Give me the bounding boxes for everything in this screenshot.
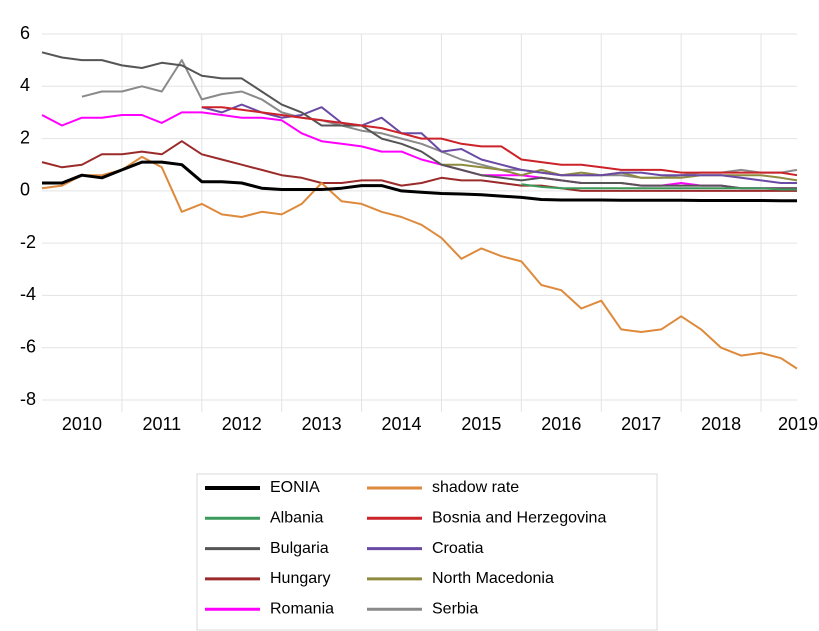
legend-label: Hungary: [270, 570, 330, 587]
legend-label: North Macedonia: [432, 570, 554, 587]
y-tick-label: 4: [20, 75, 30, 95]
series-line: [41, 51, 797, 190]
x-tick-label: 2016: [541, 414, 581, 434]
legend-label: Serbia: [432, 600, 478, 617]
legend: EONIA shadow rate Albania Bosnia and Herzeg…: [205, 479, 606, 617]
series-line: [41, 140, 797, 192]
series-line: [81, 59, 798, 179]
plot-lines: [41, 51, 798, 370]
axes: -8 -6 -4 -2 0 2 4 6 2010 2011 2012 2013 2014 2015 2016…: [20, 23, 818, 434]
x-tick-label: 2017: [621, 414, 661, 434]
x-tick-label: 2015: [461, 414, 501, 434]
legend-label: Croatia: [432, 540, 484, 557]
x-tick-label: 2013: [302, 414, 342, 434]
legend-label: Bulgaria: [270, 540, 329, 557]
legend-label: Bosnia and Herzegovina: [432, 510, 606, 527]
y-tick-label: -8: [20, 389, 36, 409]
legend-label: EONIA: [270, 479, 320, 496]
x-tick-label: 2019: [778, 414, 818, 434]
x-tick-label: 2010: [62, 414, 102, 434]
x-tick-label: 2012: [222, 414, 262, 434]
y-tick-label: 2: [20, 127, 30, 147]
legend-label: shadow rate: [432, 479, 519, 496]
legend-box: [196, 473, 658, 631]
series-line: [42, 160, 797, 203]
legend-label: Albania: [270, 510, 323, 527]
x-tick-label: 2018: [701, 414, 741, 434]
y-tick-label: -6: [20, 336, 36, 356]
legend-label: Romania: [270, 600, 334, 617]
x-tick-label: 2011: [142, 414, 181, 434]
series-line: [201, 106, 798, 177]
x-tick-label: 2014: [382, 414, 422, 434]
series-line: [521, 183, 797, 191]
y-tick-label: -2: [20, 232, 36, 252]
y-tick-label: 6: [20, 23, 30, 43]
series-line: [41, 155, 798, 370]
series-line: [201, 103, 797, 184]
y-tick-label: 0: [20, 180, 30, 200]
y-tick-label: -4: [20, 284, 36, 304]
series-line: [41, 111, 797, 190]
